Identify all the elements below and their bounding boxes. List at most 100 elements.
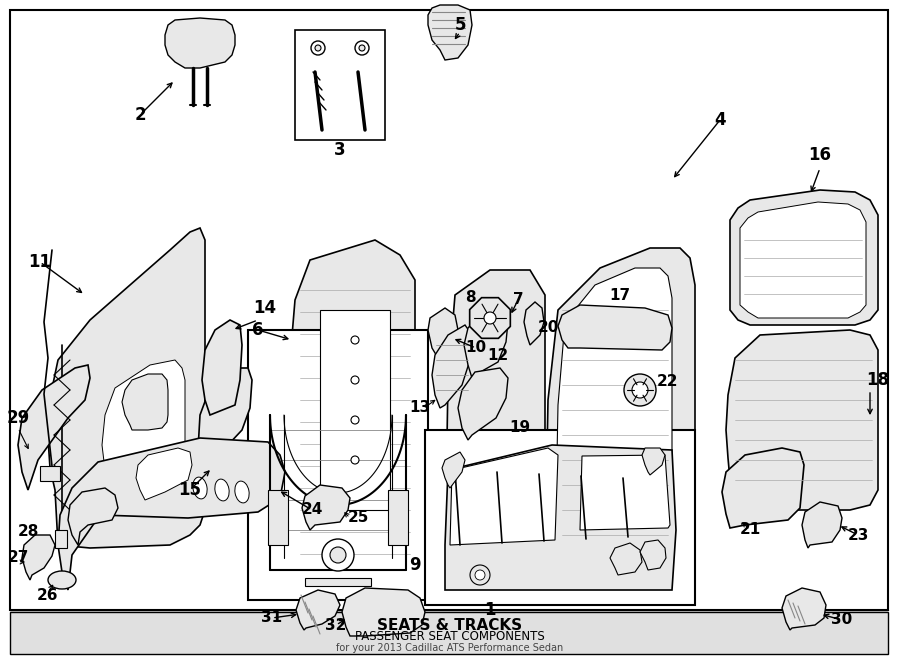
Polygon shape — [730, 190, 878, 325]
Circle shape — [470, 565, 490, 585]
Circle shape — [359, 45, 365, 51]
Polygon shape — [342, 588, 425, 636]
Text: 17: 17 — [609, 288, 631, 303]
Text: 31: 31 — [261, 611, 283, 625]
Polygon shape — [18, 365, 90, 490]
Text: 7: 7 — [513, 293, 523, 307]
Text: 32: 32 — [325, 617, 346, 633]
Polygon shape — [58, 438, 285, 590]
Circle shape — [351, 456, 359, 464]
Text: 13: 13 — [410, 401, 430, 416]
Circle shape — [351, 376, 359, 384]
Circle shape — [311, 41, 325, 55]
Polygon shape — [428, 5, 472, 60]
Text: PASSENGER SEAT COMPONENTS: PASSENGER SEAT COMPONENTS — [356, 631, 544, 644]
Text: 19: 19 — [509, 420, 531, 436]
Text: 20: 20 — [537, 321, 559, 336]
Polygon shape — [48, 228, 205, 548]
Text: for your 2013 Cadillac ATS Performance Sedan: for your 2013 Cadillac ATS Performance S… — [337, 643, 563, 653]
Text: 23: 23 — [847, 527, 868, 543]
Polygon shape — [136, 448, 192, 500]
Polygon shape — [202, 320, 242, 415]
Text: 10: 10 — [465, 340, 487, 356]
Polygon shape — [198, 368, 252, 490]
Text: 12: 12 — [488, 348, 508, 362]
Text: 3: 3 — [334, 141, 346, 159]
Text: 29: 29 — [6, 409, 30, 427]
Circle shape — [484, 312, 496, 324]
Text: 2: 2 — [134, 106, 146, 124]
Circle shape — [351, 416, 359, 424]
Circle shape — [330, 547, 346, 563]
Bar — [248, 330, 428, 600]
Polygon shape — [442, 452, 465, 488]
Text: 8: 8 — [464, 290, 475, 305]
Text: 9: 9 — [410, 556, 421, 574]
Polygon shape — [446, 270, 545, 590]
Polygon shape — [556, 268, 672, 588]
Text: 5: 5 — [454, 16, 466, 34]
Circle shape — [322, 539, 354, 571]
Text: 30: 30 — [832, 613, 852, 627]
Polygon shape — [726, 330, 878, 510]
Polygon shape — [470, 297, 510, 338]
Polygon shape — [432, 325, 472, 408]
Polygon shape — [458, 368, 508, 440]
Polygon shape — [122, 374, 168, 430]
Circle shape — [355, 41, 369, 55]
Polygon shape — [464, 312, 508, 378]
Polygon shape — [802, 502, 842, 548]
Circle shape — [351, 336, 359, 344]
Polygon shape — [68, 488, 118, 545]
Polygon shape — [450, 448, 558, 545]
Circle shape — [475, 570, 485, 580]
Polygon shape — [558, 305, 672, 350]
Text: 25: 25 — [347, 510, 369, 525]
Bar — [305, 578, 371, 586]
Text: 14: 14 — [254, 299, 276, 317]
Polygon shape — [610, 543, 642, 575]
Text: 21: 21 — [740, 522, 760, 537]
Bar — [388, 490, 408, 545]
Polygon shape — [445, 445, 676, 590]
Bar — [268, 490, 288, 545]
Text: 16: 16 — [808, 146, 832, 164]
Ellipse shape — [215, 479, 230, 501]
Text: 11: 11 — [29, 253, 51, 271]
Ellipse shape — [48, 571, 76, 589]
Ellipse shape — [235, 481, 249, 503]
Circle shape — [632, 382, 648, 398]
Circle shape — [624, 374, 656, 406]
Text: 27: 27 — [7, 551, 29, 566]
Bar — [10, 612, 888, 654]
Polygon shape — [428, 308, 458, 358]
Text: SEATS & TRACKS: SEATS & TRACKS — [377, 617, 523, 633]
Circle shape — [315, 45, 321, 51]
Polygon shape — [546, 248, 695, 600]
Text: 15: 15 — [178, 481, 202, 499]
Text: 26: 26 — [37, 588, 58, 602]
Polygon shape — [524, 302, 544, 345]
Text: 4: 4 — [715, 111, 725, 129]
Polygon shape — [296, 590, 340, 630]
Polygon shape — [165, 18, 235, 68]
Text: 18: 18 — [867, 371, 889, 389]
Polygon shape — [782, 588, 826, 630]
Polygon shape — [642, 448, 665, 475]
Polygon shape — [722, 448, 804, 528]
Polygon shape — [640, 540, 666, 570]
Text: 1: 1 — [484, 601, 496, 619]
Bar — [320, 310, 390, 510]
Text: 28: 28 — [17, 524, 39, 539]
Ellipse shape — [193, 477, 207, 499]
Bar — [425, 430, 695, 605]
Text: 22: 22 — [657, 375, 679, 389]
Polygon shape — [580, 455, 670, 530]
Polygon shape — [288, 240, 415, 590]
Polygon shape — [302, 485, 350, 530]
Polygon shape — [22, 535, 55, 580]
Bar — [295, 30, 385, 140]
Polygon shape — [740, 202, 866, 318]
Text: 24: 24 — [302, 502, 323, 518]
Polygon shape — [102, 360, 185, 498]
